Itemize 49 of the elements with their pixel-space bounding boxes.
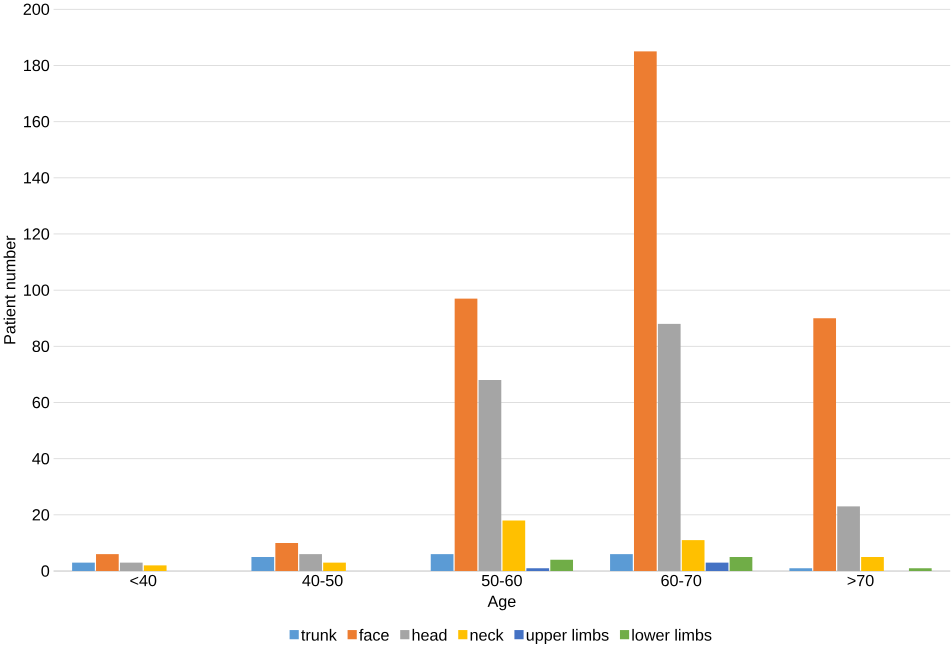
legend-label: neck — [470, 629, 504, 641]
bar — [275, 543, 298, 572]
y-tick-label: 160 — [24, 116, 50, 128]
y-tick-label: 200 — [24, 4, 50, 16]
legend-label: lower limbs — [632, 629, 712, 641]
bar — [789, 568, 812, 572]
legend-label: trunk — [301, 629, 337, 641]
bar — [144, 566, 167, 572]
bar — [299, 554, 322, 572]
x-tick-label: 60-70 — [661, 575, 702, 586]
bar — [837, 506, 860, 572]
y-tick-label: 100 — [24, 284, 50, 296]
x-axis-title: Age — [488, 596, 516, 610]
bar — [610, 554, 633, 572]
y-axis-title: Patient number — [4, 236, 16, 344]
y-tick-label: 20 — [32, 509, 50, 521]
bar — [502, 520, 526, 572]
y-tick-label: 180 — [24, 60, 50, 72]
bar — [251, 557, 274, 572]
bar — [730, 557, 752, 572]
y-tick-label: 40 — [32, 453, 50, 465]
bar — [120, 562, 143, 572]
bar — [478, 380, 502, 572]
legend-label: face — [359, 629, 389, 641]
bar — [96, 554, 119, 572]
bar — [430, 554, 454, 572]
y-tick-label: 60 — [32, 397, 50, 408]
y-tick-label: 120 — [24, 228, 50, 240]
x-tick-label: <40 — [130, 575, 156, 586]
bar — [682, 540, 705, 572]
legend-label: head — [412, 629, 446, 641]
x-tick-label: 40-50 — [302, 575, 343, 586]
x-tick-label: >70 — [848, 575, 874, 586]
bar — [323, 562, 346, 572]
y-tick-label: 140 — [24, 172, 50, 184]
bar — [908, 568, 932, 572]
legend-label: upper limbs — [526, 629, 609, 644]
bar — [658, 324, 681, 572]
y-tick-label: 0 — [41, 566, 50, 577]
x-tick-label: 50-60 — [482, 575, 522, 586]
bar — [813, 318, 836, 572]
bar — [550, 560, 574, 572]
bar — [72, 562, 95, 572]
bar — [861, 557, 884, 572]
bar — [706, 562, 728, 572]
y-tick-label: 80 — [32, 340, 50, 352]
bar — [526, 568, 550, 572]
bar — [634, 52, 657, 572]
bar — [454, 298, 478, 572]
